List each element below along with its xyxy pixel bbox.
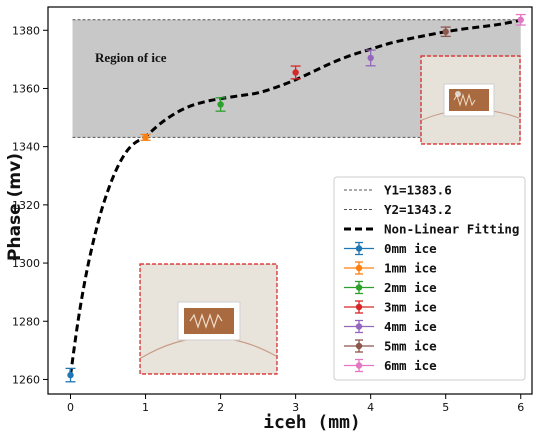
x-tick-label: 0 [67, 401, 74, 414]
data-point-marker [142, 134, 149, 141]
plot-frame [47, 6, 533, 395]
data-point-marker [217, 101, 224, 108]
legend-swatch-marker [355, 342, 363, 350]
legend-swatch-marker [355, 323, 363, 330]
legend-entry: Non-Linear Fitting [344, 222, 519, 237]
legend-entry: 0mm ice [344, 241, 437, 256]
y-tick-label: 1260 [12, 373, 40, 386]
x-tick-label: 1 [142, 401, 149, 414]
data-point-2mm [215, 97, 226, 112]
data-point-3mm [290, 65, 301, 80]
data-point-marker [517, 16, 524, 24]
x-tick-label: 6 [517, 401, 524, 414]
y-tick-label: 1360 [12, 82, 40, 95]
y-tick-label: 1300 [12, 257, 40, 270]
legend-label: Non-Linear Fitting [384, 222, 519, 237]
legend-swatch-marker [355, 245, 363, 252]
data-point-6mm [515, 13, 526, 26]
legend-entry: 2mm ice [344, 280, 437, 295]
legend-label: 4mm ice [384, 319, 437, 334]
x-tick-label: 3 [292, 401, 299, 414]
legend-swatch-marker [355, 264, 363, 272]
axes: 0 1 2 3 4 5 6 1260 1280 1300 1320 1340 1360 1380 [12, 6, 533, 414]
data-point-1mm [140, 133, 151, 141]
legend-entry: 3mm ice [344, 300, 437, 315]
x-tick-label: 4 [367, 401, 374, 414]
legend-entry: 6mm ice [344, 358, 437, 373]
data-points [65, 13, 526, 383]
legend-label: 1mm ice [384, 261, 437, 276]
legend-entry: Y1=1383.6 [344, 183, 452, 198]
legend-swatch-marker [355, 303, 363, 311]
legend-entry: 5mm ice [344, 339, 437, 354]
data-point-marker [442, 28, 449, 35]
x-tick-label: 5 [442, 401, 449, 414]
legend-entry: 1mm ice [344, 261, 437, 276]
y-axis-label: Phase (mv) [5, 153, 25, 261]
data-point-5mm [440, 26, 451, 38]
legend-label: 0mm ice [384, 241, 437, 256]
legend-label: Y2=1343.2 [384, 202, 452, 217]
data-point-4mm [365, 49, 376, 67]
legend-label: 6mm ice [384, 358, 437, 373]
inset-photo-bare [139, 263, 278, 375]
fit-curve [69, 18, 522, 376]
data-point-marker [292, 69, 299, 76]
y-tick-label: 1340 [12, 141, 40, 154]
legend-label: 3mm ice [384, 300, 437, 315]
data-point-marker [367, 54, 374, 62]
legend-swatch-marker [355, 284, 363, 291]
x-axis-label: iceh (mm) [263, 412, 361, 433]
legend-box [333, 176, 526, 381]
y-tick-label: 1380 [12, 24, 40, 37]
legend-swatch-marker [355, 362, 363, 369]
data-point-0mm [65, 367, 76, 383]
legend-label: 2mm ice [384, 280, 437, 295]
legend-entry: 4mm ice [344, 319, 437, 334]
fit-curve-path [69, 18, 522, 376]
legend-label: 5mm ice [384, 339, 437, 354]
x-tick-label: 2 [217, 401, 224, 414]
inset-photo-iced [420, 55, 521, 145]
y-tick-label: 1320 [12, 199, 40, 212]
y-tick-label: 1280 [12, 315, 40, 328]
data-point-marker [67, 371, 74, 379]
region-label: Region of ice [95, 50, 167, 65]
legend: Y1=1383.6 Y2=1343.2 Non-Linear Fitting 0mm … [333, 176, 526, 381]
legend-label: Y1=1383.6 [384, 183, 452, 198]
legend-entry: Y2=1343.2 [344, 202, 452, 217]
